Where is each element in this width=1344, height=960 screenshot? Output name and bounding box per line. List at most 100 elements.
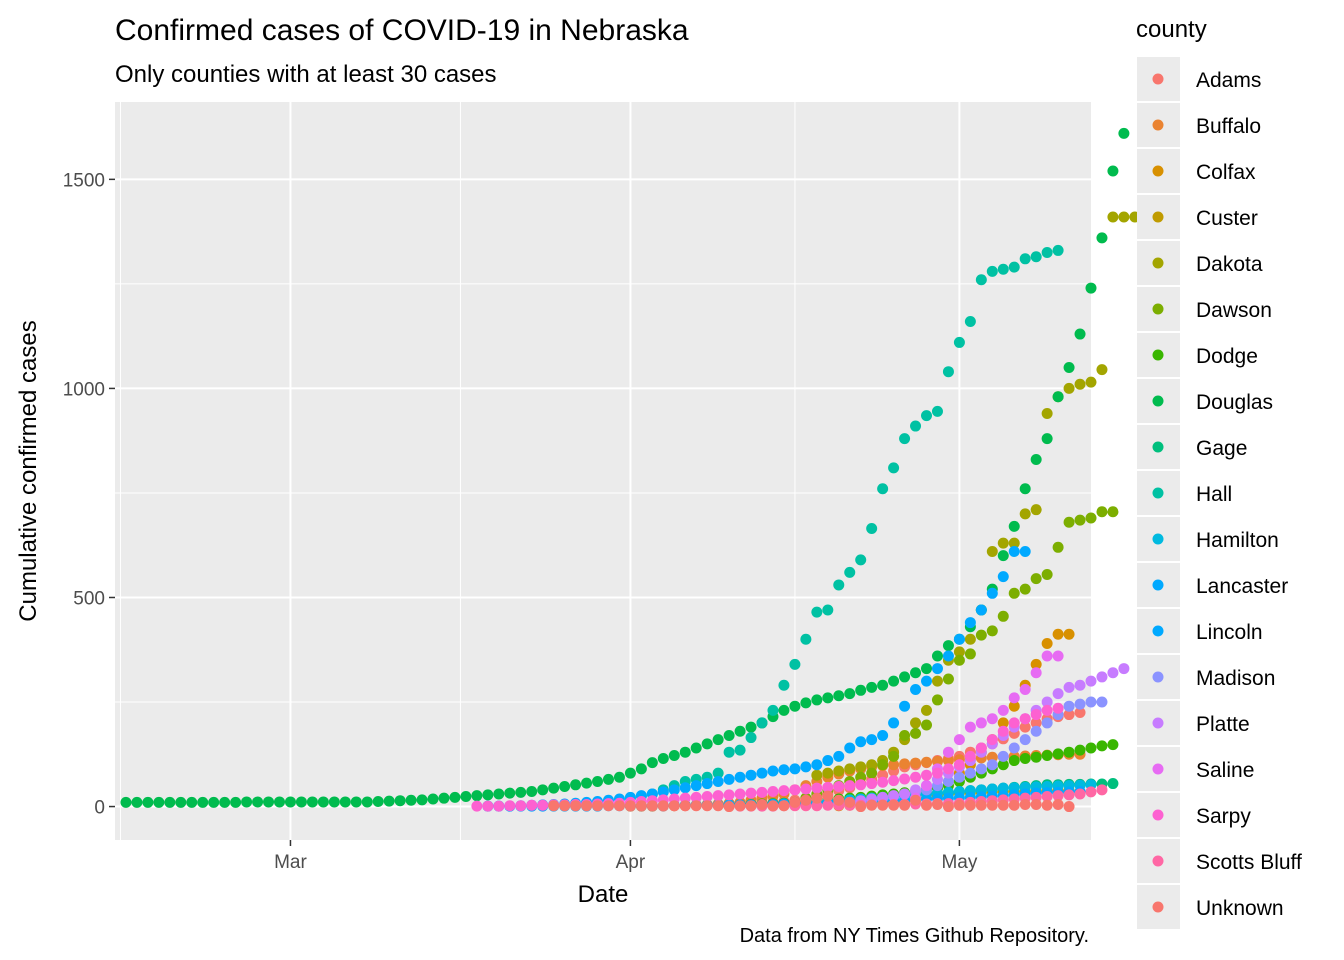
data-point [1052,391,1064,403]
data-point [679,792,691,804]
data-point [1063,801,1075,813]
data-point [855,736,867,748]
data-point [734,800,746,812]
legend-title: county [1136,16,1207,43]
legend-label: Madison [1196,667,1275,690]
data-point [942,746,954,758]
data-point [1096,506,1108,518]
legend-key-point [1152,625,1164,637]
data-point [1107,778,1119,790]
data-point [339,796,351,808]
data-point [877,759,889,771]
data-point [844,566,856,578]
series-dakota [811,211,1141,781]
legend-item: Dakota [1137,241,1263,285]
data-point [866,778,878,790]
data-point [602,800,614,812]
data-point [745,732,757,744]
data-point [1085,696,1097,708]
legend-key-point [1152,119,1164,131]
data-point [789,796,801,808]
data-point [899,729,911,741]
data-point [361,796,373,808]
data-point [690,791,702,803]
data-point [833,780,845,792]
data-point [888,799,900,811]
data-point [1041,704,1053,716]
data-point [833,750,845,762]
data-point [778,800,790,812]
data-point [734,788,746,800]
legend-item: Unknown [1137,885,1284,929]
chart-subtitle: Only counties with at least 30 cases [115,61,497,88]
data-point [405,794,417,806]
legend-label: Lancaster [1196,575,1288,598]
data-point [1008,692,1020,704]
data-point [723,773,735,785]
data-point [712,790,724,802]
legend-label: Lincoln [1196,621,1263,644]
data-point [942,650,954,662]
data-point [942,640,954,652]
data-point [1118,663,1130,675]
data-point [953,759,965,771]
data-point [888,675,900,687]
data-point [1085,282,1097,294]
data-point [1008,742,1020,754]
data-point [811,782,823,794]
data-point [910,757,922,769]
data-point [1030,709,1042,721]
data-point [800,794,812,806]
data-point [1019,545,1031,557]
data-point [1107,739,1119,751]
legend-key-point [1152,303,1164,315]
data-point [624,767,636,779]
data-point [1019,253,1031,265]
data-point [986,713,998,725]
data-points [120,127,1141,813]
legend-label: Unknown [1196,897,1284,920]
data-point [866,681,878,693]
data-point [789,700,801,712]
data-point [899,700,911,712]
data-point [350,796,362,808]
data-point [745,800,757,812]
data-point [756,786,768,798]
data-point [942,755,954,767]
data-point [1107,165,1119,177]
data-point [997,704,1009,716]
data-point [921,663,933,675]
data-point [855,801,867,813]
data-point [921,675,933,687]
data-point [493,800,505,812]
legend-item: Lancaster [1137,563,1288,607]
data-point [931,650,943,662]
legend-item: Dodge [1137,333,1258,377]
data-point [1008,799,1020,811]
data-point [1052,798,1064,810]
legend-item: Dawson [1137,287,1272,331]
data-point [997,717,1009,729]
data-point [778,679,790,691]
data-point [1096,232,1108,244]
data-point [1030,725,1042,737]
data-point [997,759,1009,771]
data-point [1030,667,1042,679]
data-point [1107,667,1119,679]
data-point [1074,328,1086,340]
data-point [1041,750,1053,762]
data-point [800,783,812,795]
data-point [921,780,933,792]
data-point [866,522,878,534]
data-point [1030,454,1042,466]
data-point [855,779,867,791]
data-point [734,744,746,756]
legend-key-point [1152,533,1164,545]
data-point [866,799,878,811]
data-point [964,633,976,645]
data-point [997,799,1009,811]
data-point [822,799,834,811]
data-point [855,554,867,566]
data-point [175,796,187,808]
legend-label: Dakota [1196,253,1263,276]
